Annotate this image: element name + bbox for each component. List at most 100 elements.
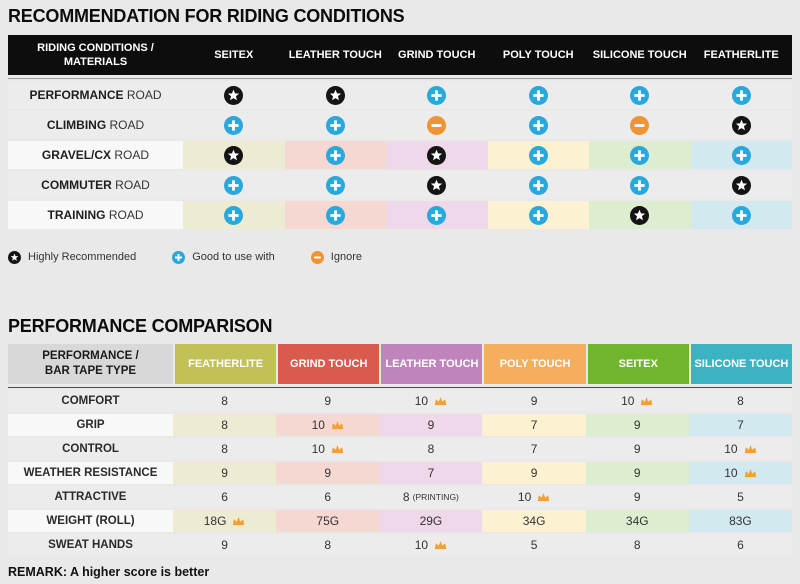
score-cell: 7 bbox=[482, 438, 586, 460]
row-label: CONTROL bbox=[8, 438, 173, 460]
score-cell: 34G bbox=[585, 510, 689, 532]
score-value: 9 bbox=[427, 418, 435, 432]
row-label-bold: TRAINING bbox=[47, 208, 106, 222]
row-label: ATTRACTIVE bbox=[8, 486, 173, 508]
score-cell: 6 bbox=[173, 486, 277, 508]
score-cell: 9 bbox=[482, 462, 586, 484]
column-header-silicone-touch: SILICONE TOUCH bbox=[592, 49, 687, 61]
recommendation-cell bbox=[284, 111, 386, 139]
riding-conditions-row: COMMUTER ROAD bbox=[8, 171, 792, 199]
performance-header-label: PERFORMANCE / BAR TAPE TYPE bbox=[8, 344, 173, 384]
star-icon bbox=[731, 115, 751, 135]
plus-icon bbox=[630, 145, 650, 165]
plus-icon bbox=[325, 175, 345, 195]
legend-label: Ignore bbox=[330, 251, 362, 263]
score-value: 8 bbox=[221, 394, 228, 408]
score-cell: 34G bbox=[482, 510, 586, 532]
section1-title: RECOMMENDATION FOR RIDING CONDITIONS bbox=[8, 6, 405, 26]
score-cell: 7 bbox=[482, 414, 586, 436]
score-cell: 8 bbox=[173, 390, 277, 412]
row-label-rest: ROAD bbox=[108, 208, 144, 222]
recommendation-cell bbox=[690, 171, 792, 199]
score-value: 9 bbox=[530, 466, 538, 480]
score-cell: 10 bbox=[276, 414, 380, 436]
plus-icon bbox=[325, 145, 345, 165]
legend-item-good-to-use: Good to use with bbox=[172, 250, 275, 264]
performance-table-body: COMFORT 8 9 10 9 10 8 GRIP 8 10 9 7 9 7 CONTROL 8 10 8 7 9 1… bbox=[8, 390, 792, 556]
score-value: 7 bbox=[427, 466, 435, 480]
row-label-bold: PERFORMANCE bbox=[29, 88, 124, 102]
recommendation-cell bbox=[386, 171, 488, 199]
score-cell: 9 bbox=[585, 438, 689, 460]
score-cell: 8 bbox=[379, 438, 483, 460]
recommendation-cell bbox=[589, 171, 691, 199]
score-value: 9 bbox=[633, 490, 641, 504]
score-value: 8 bbox=[221, 442, 228, 456]
recommendation-cell bbox=[487, 141, 589, 169]
score-value: 9 bbox=[324, 394, 332, 408]
riding-conditions-row: PERFORMANCE ROAD bbox=[8, 81, 792, 109]
recommendation-cell bbox=[284, 81, 386, 109]
column-header-poly-touch: POLY TOUCH bbox=[484, 344, 586, 384]
score-value: 75G bbox=[316, 514, 340, 528]
row-label: TRAINING ROAD bbox=[8, 201, 183, 229]
header-divider bbox=[8, 78, 792, 79]
recommendation-cell bbox=[284, 141, 386, 169]
row-label: COMFORT bbox=[8, 390, 173, 412]
score-value: 10 bbox=[621, 394, 635, 408]
column-header-poly-touch: POLY TOUCH bbox=[502, 49, 574, 61]
star-icon bbox=[224, 85, 244, 105]
row-label: COMMUTER ROAD bbox=[8, 171, 183, 199]
recommendation-cell bbox=[386, 141, 488, 169]
recommendation-cell bbox=[589, 201, 691, 229]
row-label: GRAVEL/CX ROAD bbox=[8, 141, 183, 169]
score-value: 9 bbox=[633, 442, 641, 456]
legend-label: Highly Recommended bbox=[28, 251, 137, 263]
score-cell: 6 bbox=[276, 486, 380, 508]
plus-icon bbox=[528, 145, 548, 165]
star-icon bbox=[630, 205, 650, 225]
performance-row: ATTRACTIVE 6 6 8 (PRINTING) 10 9 5 bbox=[8, 486, 792, 508]
score-cell: 7 bbox=[688, 414, 792, 436]
column-header-silicone-touch: SILICONE TOUCH bbox=[690, 344, 792, 384]
score-cell: 9 bbox=[173, 462, 277, 484]
plus-icon bbox=[427, 85, 447, 105]
recommendation-cell bbox=[183, 81, 285, 109]
score-value: 9 bbox=[530, 394, 538, 408]
row-label-rest: ROAD bbox=[126, 88, 162, 102]
score-cell: 10 bbox=[585, 390, 689, 412]
score-value: 10 bbox=[414, 394, 429, 408]
riding-conditions-table-body: PERFORMANCE ROAD CLIMBING ROAD GRAVEL/CX R… bbox=[8, 81, 792, 229]
riding-conditions-row: CLIMBING ROAD bbox=[8, 111, 792, 139]
score-cell: 10 bbox=[276, 438, 380, 460]
score-value: 9 bbox=[221, 466, 228, 480]
plus-icon bbox=[224, 175, 244, 195]
column-header-featherlite: FEATHERLITE bbox=[175, 344, 277, 384]
score-value: 5 bbox=[530, 538, 538, 552]
column-header-grind-touch: GRIND TOUCH bbox=[398, 49, 476, 61]
row-label: PERFORMANCE ROAD bbox=[8, 81, 183, 109]
score-note: (PRINTING) bbox=[412, 492, 459, 502]
recommendation-cell bbox=[487, 171, 589, 199]
score-value: 8 bbox=[427, 442, 435, 456]
score-cell: 9 bbox=[173, 534, 277, 556]
plus-icon bbox=[172, 250, 186, 264]
score-cell: 10 bbox=[688, 462, 792, 484]
row-label-rest: ROAD bbox=[114, 148, 150, 162]
row-label-rest: ROAD bbox=[109, 118, 145, 132]
score-cell: 9 bbox=[482, 390, 586, 412]
plus-icon bbox=[224, 115, 244, 135]
score-cell: 9 bbox=[379, 414, 483, 436]
crown-icon bbox=[537, 492, 550, 502]
recommendation-cell bbox=[183, 111, 285, 139]
score-cell: 18G bbox=[173, 510, 277, 532]
score-value: 5 bbox=[737, 490, 744, 504]
remark-text: REMARK: A higher score is better bbox=[8, 565, 210, 579]
legend-item-ignore: Ignore bbox=[310, 250, 362, 264]
legend: Highly Recommended Good to use with Igno… bbox=[8, 250, 792, 264]
score-value: 9 bbox=[221, 538, 228, 552]
score-cell: 10 bbox=[688, 438, 792, 460]
plus-icon bbox=[731, 85, 751, 105]
riding-header-label: RIDING CONDITIONS / MATERIALS bbox=[37, 41, 154, 68]
row-label-bold: COMMUTER bbox=[41, 178, 112, 192]
